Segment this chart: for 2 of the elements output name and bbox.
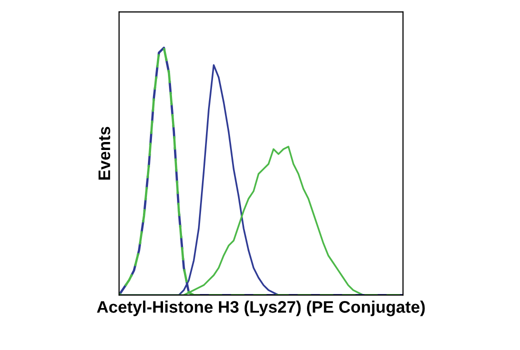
x-axis-title: Acetyl-Histone H3 (Lys27) (PE Conjugate): [96, 300, 425, 316]
y-axis-title: Events: [98, 126, 110, 180]
